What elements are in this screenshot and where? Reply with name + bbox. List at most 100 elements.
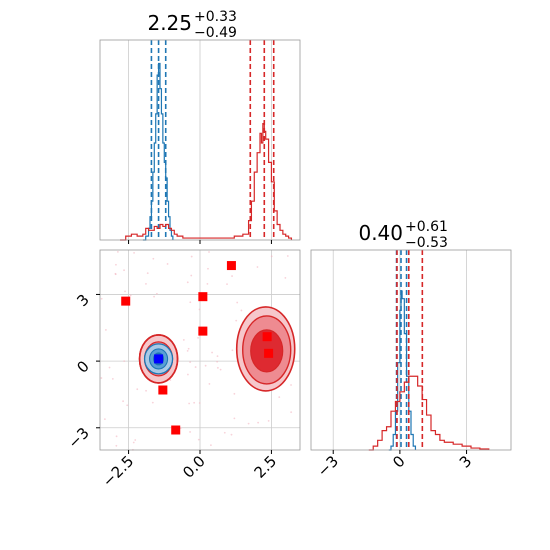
contour-ytick-label-1: 0 xyxy=(73,357,92,376)
contour-bg-point xyxy=(145,389,147,392)
contour-bg-point xyxy=(115,263,117,266)
contour-bg-point xyxy=(235,319,238,322)
red-marker-4 xyxy=(158,385,168,395)
contour-bg-point xyxy=(105,329,107,331)
contour-bg-point xyxy=(153,295,155,298)
contour-bg-point xyxy=(204,364,207,367)
top-hist-title-plus: +0.33 xyxy=(194,9,237,25)
red-marker-2 xyxy=(198,292,208,302)
contour-bg-point xyxy=(190,274,193,277)
contour-bg-point xyxy=(151,401,154,404)
contour-bg-point xyxy=(247,422,250,425)
contour-bg-point xyxy=(210,444,212,447)
bottom-hist-frame xyxy=(310,249,512,451)
bottom-hist-series-1-hist xyxy=(368,375,490,451)
contour-xtick-label-1: 0.0 xyxy=(179,452,209,482)
contour-bg-point xyxy=(146,272,149,275)
contour-xtick-label-0: −2.5 xyxy=(99,452,137,490)
top-hist-series-0-hist xyxy=(142,62,174,241)
red-marker-0 xyxy=(121,296,131,306)
contour-bg-point xyxy=(189,431,191,433)
contour-bg-point xyxy=(115,435,118,438)
bottom-hist-xtick-label-0: −3 xyxy=(314,452,342,480)
contour-bg-point xyxy=(290,384,292,386)
contour-bg-point xyxy=(189,361,192,364)
contour-bg-point xyxy=(132,441,135,444)
contour-bg-point xyxy=(134,439,137,441)
contour-bg-point xyxy=(116,250,119,253)
contour-bg-point xyxy=(193,401,196,404)
contour-bg-point xyxy=(111,377,114,380)
contour-bg-point xyxy=(236,301,239,304)
contour-bg-point xyxy=(257,421,260,424)
contour-bg-point xyxy=(122,400,124,403)
contour-bg-point xyxy=(267,419,270,422)
contour-bg-point xyxy=(186,281,189,284)
contour-bg-point xyxy=(216,360,219,363)
contour-bg-point xyxy=(103,418,106,421)
contour-bg-point xyxy=(211,351,213,354)
contour-bg-point xyxy=(114,272,117,275)
contour-bg-point xyxy=(129,294,132,297)
top-hist-title: 2.25 +0.33−0.49 xyxy=(147,9,236,41)
contour-bg-point xyxy=(182,339,185,341)
blue-marker xyxy=(154,354,164,364)
contour-bg-point xyxy=(270,255,273,258)
contour-bg-point xyxy=(166,263,169,265)
bottom-hist-xtick-label-1: 0 xyxy=(389,452,408,471)
contour-bg-point xyxy=(108,366,111,369)
contour-bg-point xyxy=(179,427,182,430)
contour-bg-point xyxy=(286,255,289,257)
red-marker-6 xyxy=(262,332,272,342)
contour-bg-point xyxy=(230,433,233,436)
contour-bg-point xyxy=(169,379,172,381)
bottom-hist-title: 0.40 +0.61−0.53 xyxy=(358,219,447,251)
contour-bg-point xyxy=(223,431,226,434)
contour-bg-point xyxy=(240,309,243,312)
contour-bg-point xyxy=(190,255,193,258)
contour-bg-point xyxy=(123,269,125,272)
contour-bg-point xyxy=(145,282,147,285)
contour-bg-point xyxy=(186,349,189,352)
top-hist-title-value: 2.25 xyxy=(147,11,192,35)
contour-bg-point xyxy=(136,388,139,391)
bottom-hist-title-plus: +0.61 xyxy=(405,219,448,235)
red-contour-left-outline xyxy=(138,334,179,384)
contour-bg-point xyxy=(208,251,210,253)
contour-bg-point xyxy=(233,417,236,420)
contour-bg-point xyxy=(226,283,228,285)
contour-bg-point xyxy=(216,355,219,358)
contour-bg-point xyxy=(198,308,201,311)
contour-bg-point xyxy=(187,373,189,376)
contour-bg-point xyxy=(187,347,190,350)
contour-bg-point xyxy=(216,366,219,369)
contour-bg-point xyxy=(256,266,259,268)
red-marker-1 xyxy=(226,261,236,271)
contour-bg-point xyxy=(124,290,126,293)
contour-bg-point xyxy=(100,297,103,300)
top-hist-title-minus: −0.49 xyxy=(194,25,237,41)
contour-bg-point xyxy=(115,444,118,447)
contour-bg-point xyxy=(206,282,209,285)
contour-ytick-label-2: −3 xyxy=(64,424,92,452)
contour-bg-point xyxy=(208,383,211,385)
red-marker-3 xyxy=(198,326,208,336)
contour-bg-point xyxy=(219,368,222,371)
contour-bg-point xyxy=(155,292,158,295)
contour-bg-point xyxy=(284,277,287,279)
red-marker-5 xyxy=(171,425,181,435)
contour-bg-point xyxy=(133,251,135,254)
contour-bg-point xyxy=(152,257,155,260)
contour-bg-point xyxy=(123,360,126,363)
contour-ytick-label-0: 3 xyxy=(73,291,92,310)
bottom-hist-xtick-label-2: 3 xyxy=(456,452,475,471)
contour-bg-point xyxy=(197,336,199,339)
contour-bg-point xyxy=(290,411,293,414)
contour-bg-point xyxy=(100,377,103,379)
contour-bg-point xyxy=(207,267,209,270)
contour-bg-point xyxy=(278,396,281,399)
contour-bg-point xyxy=(197,438,200,441)
contour-bg-point xyxy=(233,392,236,395)
bottom-hist-title-value: 0.40 xyxy=(358,221,403,245)
contour-bg-point xyxy=(194,366,197,368)
